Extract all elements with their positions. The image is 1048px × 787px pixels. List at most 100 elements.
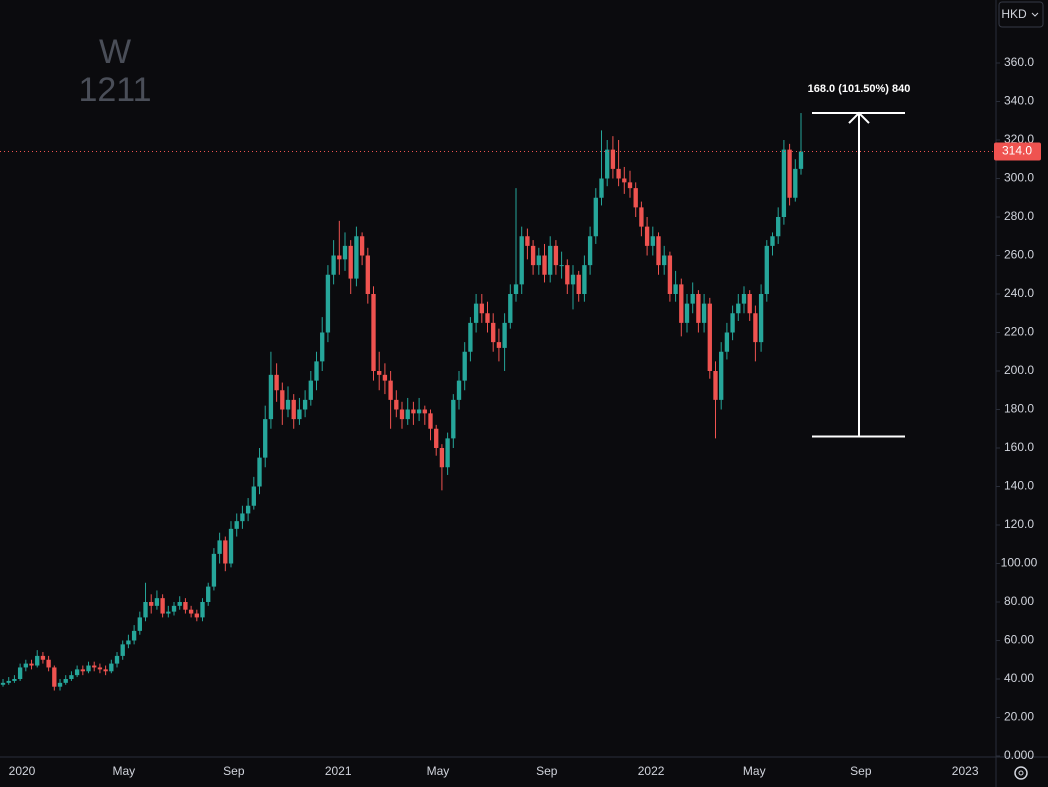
- y-tick-label: 80.00: [1004, 594, 1034, 608]
- candle-body: [342, 245, 348, 260]
- candle-body: [451, 399, 456, 439]
- y-tick-label: 60.00: [1004, 633, 1034, 647]
- candle-body: [650, 236, 655, 246]
- candle-body: [365, 255, 370, 294]
- candle-body: [320, 332, 325, 362]
- x-tick-label: Sep: [850, 764, 872, 778]
- candle-body: [245, 505, 251, 514]
- candle-body: [491, 322, 496, 343]
- candle-body: [285, 399, 291, 410]
- candle-body: [308, 380, 313, 400]
- candle-body: [599, 178, 604, 198]
- candle-body: [371, 294, 376, 371]
- candle-body: [325, 274, 331, 333]
- candle-body: [166, 611, 171, 614]
- y-tick-label: 100.00: [1001, 556, 1038, 570]
- candle-body: [793, 168, 798, 198]
- candle-body: [194, 613, 199, 618]
- candle-body: [86, 665, 91, 672]
- candle-body: [736, 303, 741, 314]
- candle-body: [496, 342, 502, 348]
- candle-body: [109, 663, 114, 672]
- candle-body: [377, 371, 382, 375]
- candle-body: [473, 303, 479, 323]
- candle-body: [143, 602, 148, 618]
- candle-body: [479, 303, 484, 314]
- candle-body: [211, 553, 217, 587]
- candle-body: [565, 265, 570, 285]
- candle-body: [154, 598, 160, 606]
- last-price-label: 314.0: [1002, 144, 1032, 158]
- candle-body: [57, 682, 63, 687]
- currency-button[interactable]: [998, 1, 1044, 28]
- y-tick-label: 260.0: [1004, 248, 1034, 262]
- x-tick-label: 2022: [638, 764, 665, 778]
- candle-body: [764, 245, 769, 294]
- candle-body: [525, 236, 530, 246]
- candle-body: [605, 149, 610, 179]
- y-tick-label: 220.0: [1004, 325, 1034, 339]
- candle-body: [274, 374, 279, 391]
- watermark-symbol: 1211: [78, 71, 151, 109]
- y-tick-label: 160.0: [1004, 440, 1034, 454]
- candle-body: [548, 245, 553, 275]
- y-tick-label: 140.0: [1004, 479, 1034, 493]
- candle-body: [131, 630, 137, 641]
- candle-body: [798, 151, 804, 169]
- x-tick-label: May: [743, 764, 766, 778]
- candle-body: [713, 371, 718, 400]
- candle-body: [770, 236, 775, 246]
- candle-body: [359, 236, 365, 256]
- y-tick-label: 20.00: [1004, 710, 1034, 724]
- candle-body: [177, 602, 182, 606]
- candle-body: [758, 294, 764, 343]
- candle-body: [542, 255, 547, 275]
- candle-body: [741, 294, 747, 304]
- settings-icon[interactable]: [1014, 766, 1028, 780]
- x-tick-label: 2021: [325, 764, 352, 778]
- candle-body: [753, 313, 758, 343]
- candle-body: [747, 294, 752, 314]
- x-tick-label: Sep: [223, 764, 245, 778]
- candle-body: [553, 245, 559, 266]
- candle-body: [667, 255, 673, 294]
- candle-body: [12, 679, 17, 681]
- candle-body: [696, 294, 701, 323]
- candle-body: [570, 274, 576, 285]
- y-tick-label: 180.0: [1004, 402, 1034, 416]
- candle-body: [513, 284, 519, 294]
- candle-body: [485, 313, 490, 323]
- candle-body: [6, 680, 11, 683]
- candle-body: [508, 294, 513, 323]
- y-tick-label: 360.0: [1004, 55, 1034, 69]
- candle-body: [171, 605, 177, 612]
- y-tick-label: 200.0: [1004, 363, 1034, 377]
- candle-body: [593, 197, 598, 237]
- candle-body: [228, 528, 234, 564]
- candle-body: [297, 409, 302, 420]
- candle-body: [422, 409, 427, 414]
- candle-body: [576, 274, 581, 294]
- x-tick-label: May: [427, 764, 450, 778]
- currency-label[interactable]: HKD: [1001, 7, 1027, 21]
- measure-label: 168.0 (101.50%) 840: [808, 83, 911, 95]
- candle-body: [610, 149, 616, 169]
- candle-body: [52, 667, 57, 687]
- x-tick-label: 2023: [952, 764, 979, 778]
- candle-body: [97, 667, 103, 670]
- candle-body: [234, 521, 239, 529]
- candle-body: [92, 665, 97, 668]
- y-tick-label: 120.0: [1004, 517, 1034, 531]
- candle-body: [17, 667, 23, 679]
- candle-body: [684, 303, 690, 323]
- candle-body: [268, 374, 274, 420]
- candle-body: [331, 255, 336, 275]
- candle-body: [160, 598, 165, 614]
- candle-body: [74, 669, 80, 676]
- candle-body: [0, 682, 6, 685]
- candle-body: [40, 655, 46, 660]
- candle-body: [673, 284, 678, 294]
- candle-body: [707, 303, 712, 371]
